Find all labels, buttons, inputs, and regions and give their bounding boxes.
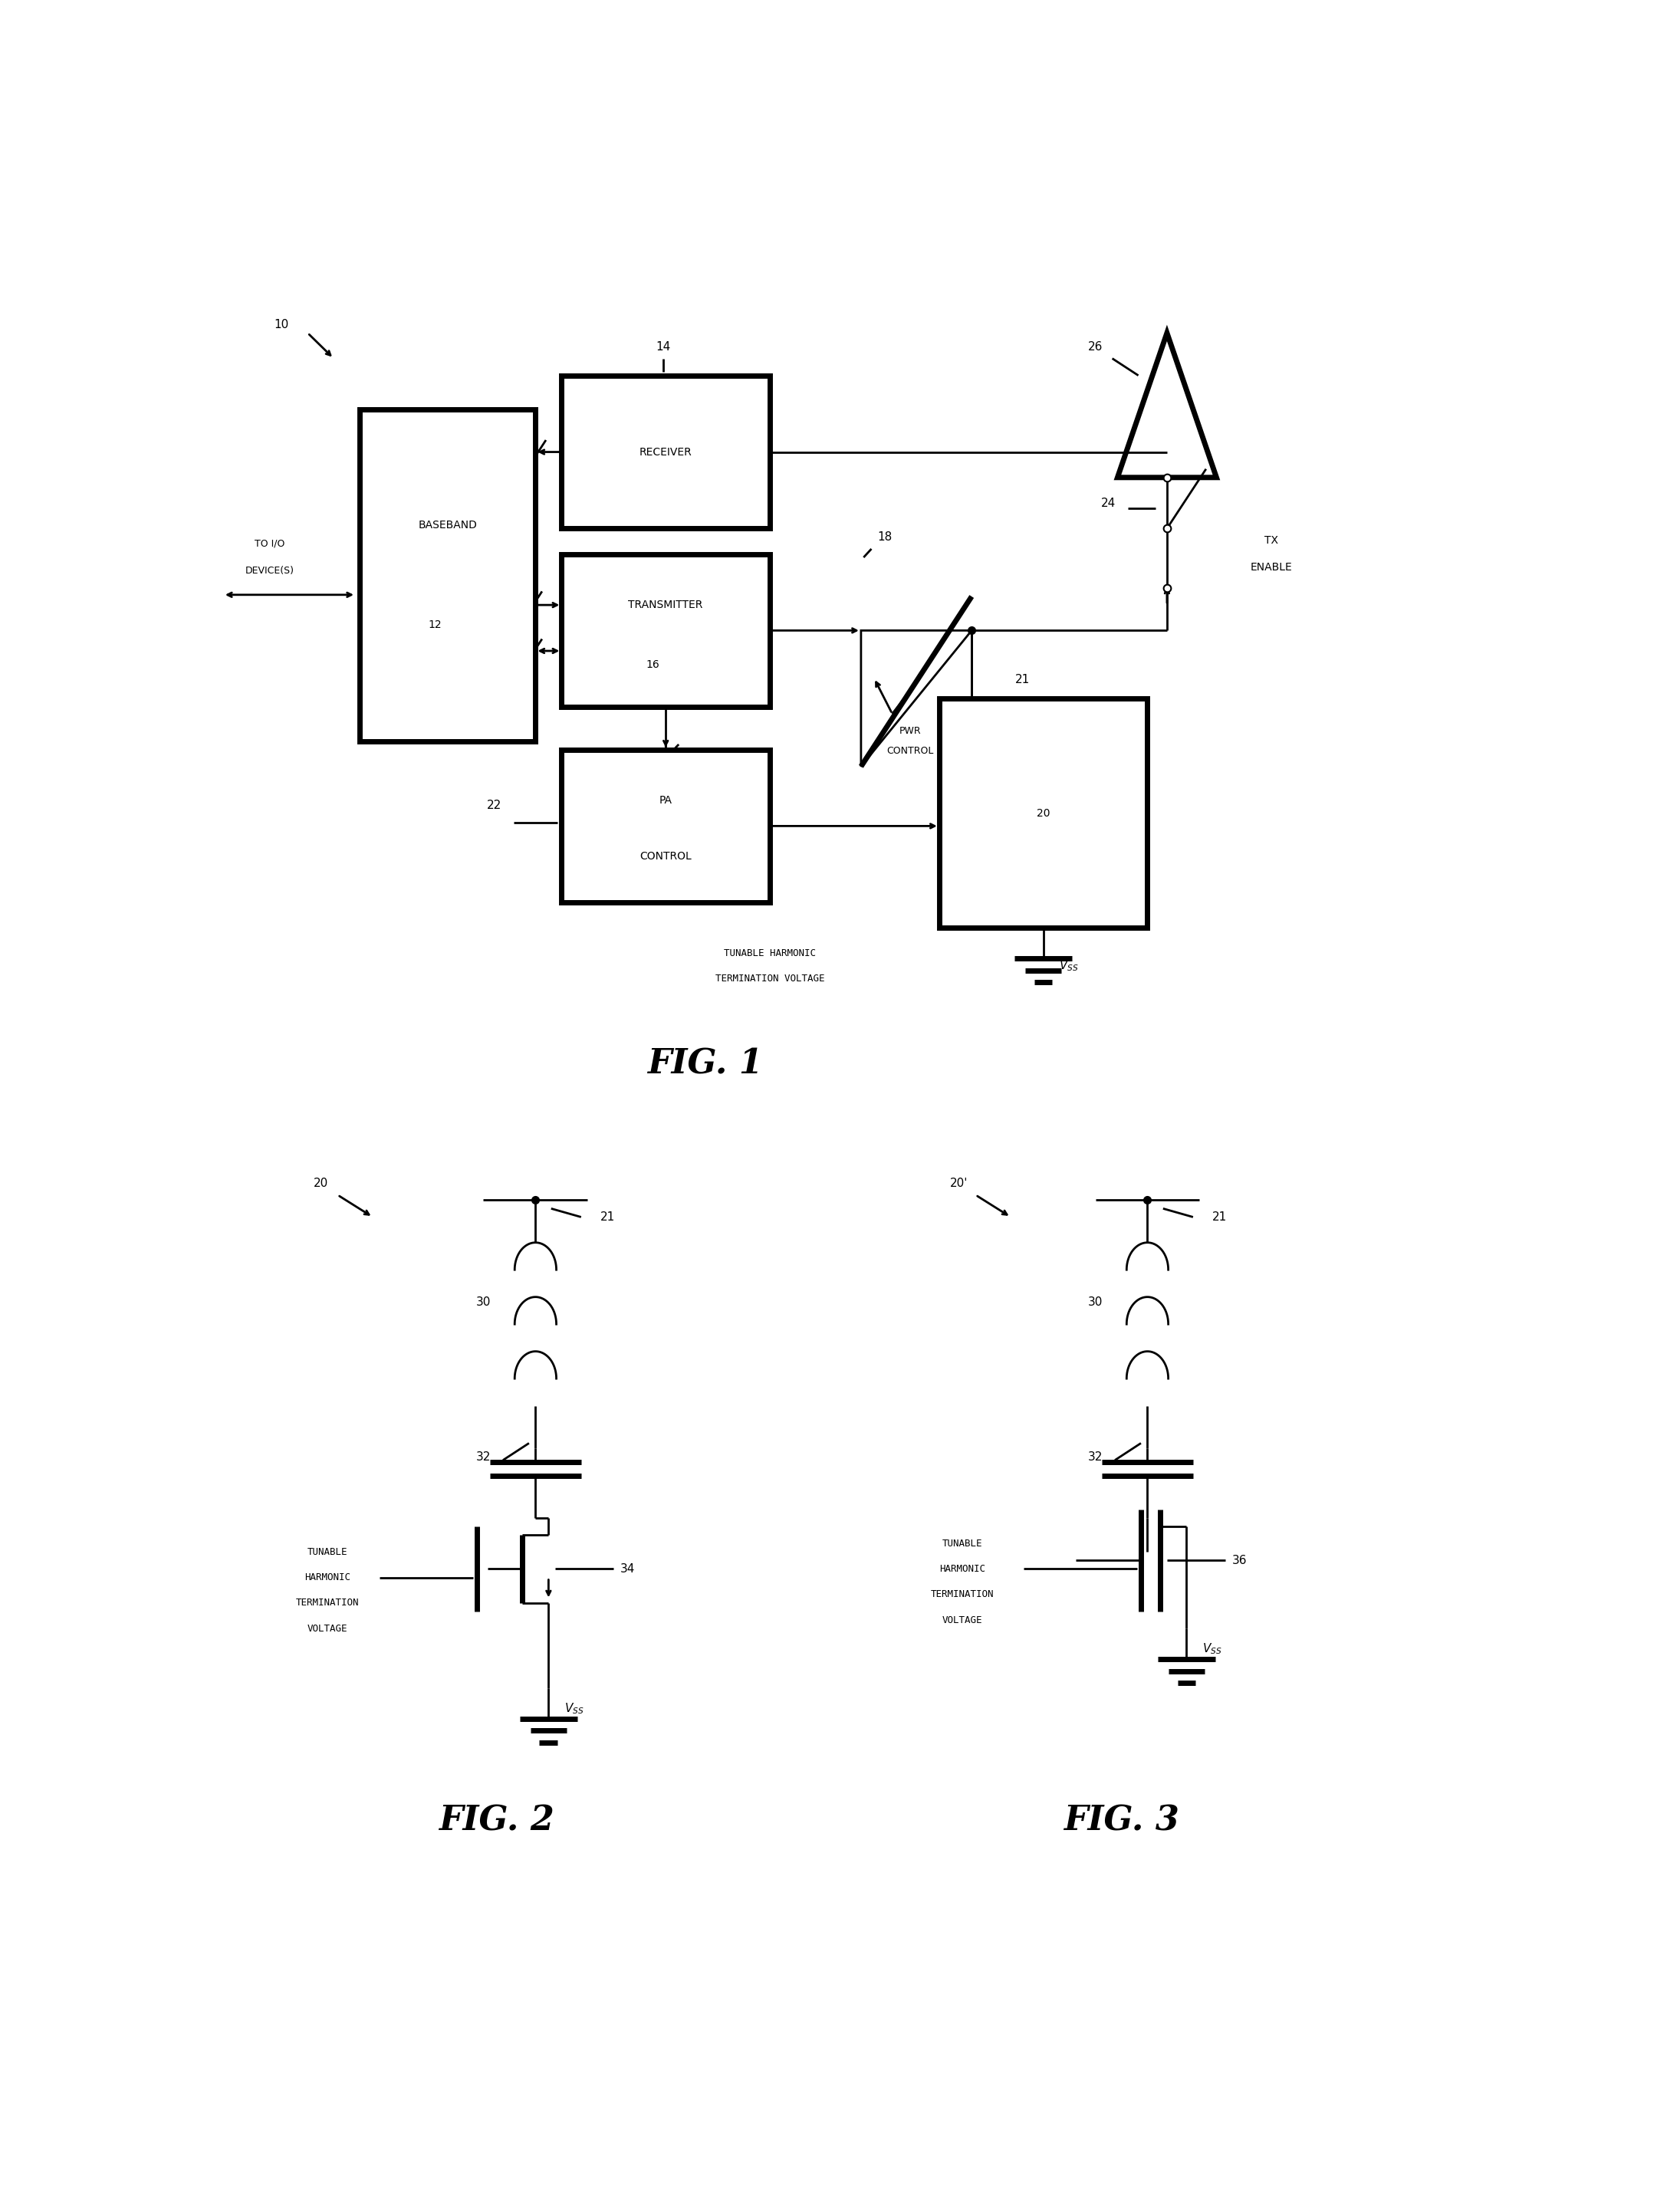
Text: BASEBAND: BASEBAND	[418, 521, 477, 530]
Text: HARMONIC: HARMONIC	[939, 1563, 986, 1574]
Text: 34: 34	[620, 1563, 635, 1574]
Text: 20': 20'	[949, 1177, 968, 1188]
Text: 22: 22	[487, 799, 501, 810]
Bar	[561, 375, 769, 528]
Text: 36: 36	[1231, 1554, 1247, 1565]
Text: VOLTAGE: VOLTAGE	[942, 1614, 983, 1625]
Text: HARMONIC: HARMONIC	[304, 1572, 349, 1583]
Text: 24: 24	[1100, 497, 1116, 508]
Text: 10: 10	[274, 318, 289, 331]
Text: 21: 21	[601, 1212, 615, 1223]
Text: RECEIVER: RECEIVER	[640, 446, 692, 457]
Text: $V_{SS}$: $V_{SS}$	[1058, 958, 1079, 972]
Text: TX: TX	[1265, 534, 1278, 545]
Text: CONTROL: CONTROL	[640, 852, 692, 861]
Text: 32: 32	[1089, 1451, 1102, 1462]
Text: TUNABLE HARMONIC: TUNABLE HARMONIC	[724, 949, 816, 958]
Text: TUNABLE: TUNABLE	[942, 1539, 983, 1548]
Text: 21: 21	[1015, 673, 1030, 684]
Text: 30: 30	[475, 1296, 491, 1307]
Text: DEVICE(S): DEVICE(S)	[245, 565, 294, 576]
Text: FIG. 1: FIG. 1	[647, 1047, 763, 1080]
Text: VOLTAGE: VOLTAGE	[307, 1623, 348, 1634]
Text: CONTROL: CONTROL	[887, 746, 934, 755]
Text: 18: 18	[877, 532, 892, 543]
Bar	[561, 554, 769, 707]
Text: PA: PA	[659, 795, 672, 806]
Text: 20: 20	[1037, 808, 1050, 819]
Text: FIG. 3: FIG. 3	[1063, 1804, 1179, 1837]
Text: 30: 30	[1089, 1296, 1102, 1307]
Text: TRANSMITTER: TRANSMITTER	[628, 601, 702, 609]
Text: 12: 12	[428, 620, 442, 629]
Text: $V_{SS}$: $V_{SS}$	[564, 1700, 583, 1716]
Text: FIG. 2: FIG. 2	[438, 1804, 554, 1837]
Text: 32: 32	[475, 1451, 491, 1462]
Bar	[939, 698, 1147, 927]
Text: 26: 26	[1089, 340, 1102, 353]
Text: $V_{SS}$: $V_{SS}$	[1203, 1643, 1221, 1656]
Text: 21: 21	[1213, 1212, 1228, 1223]
Text: 16: 16	[645, 660, 660, 669]
Bar	[561, 749, 769, 903]
Bar	[360, 408, 536, 742]
Text: ENABLE: ENABLE	[1250, 563, 1292, 572]
Text: TO I/O: TO I/O	[255, 539, 286, 550]
Text: TERMINATION: TERMINATION	[296, 1599, 360, 1607]
Text: TERMINATION VOLTAGE: TERMINATION VOLTAGE	[716, 974, 825, 985]
Text: PWR: PWR	[899, 726, 921, 735]
Text: TERMINATION: TERMINATION	[931, 1590, 995, 1599]
Text: 20: 20	[312, 1177, 328, 1188]
Text: TUNABLE: TUNABLE	[307, 1548, 348, 1557]
Text: 14: 14	[655, 340, 670, 353]
